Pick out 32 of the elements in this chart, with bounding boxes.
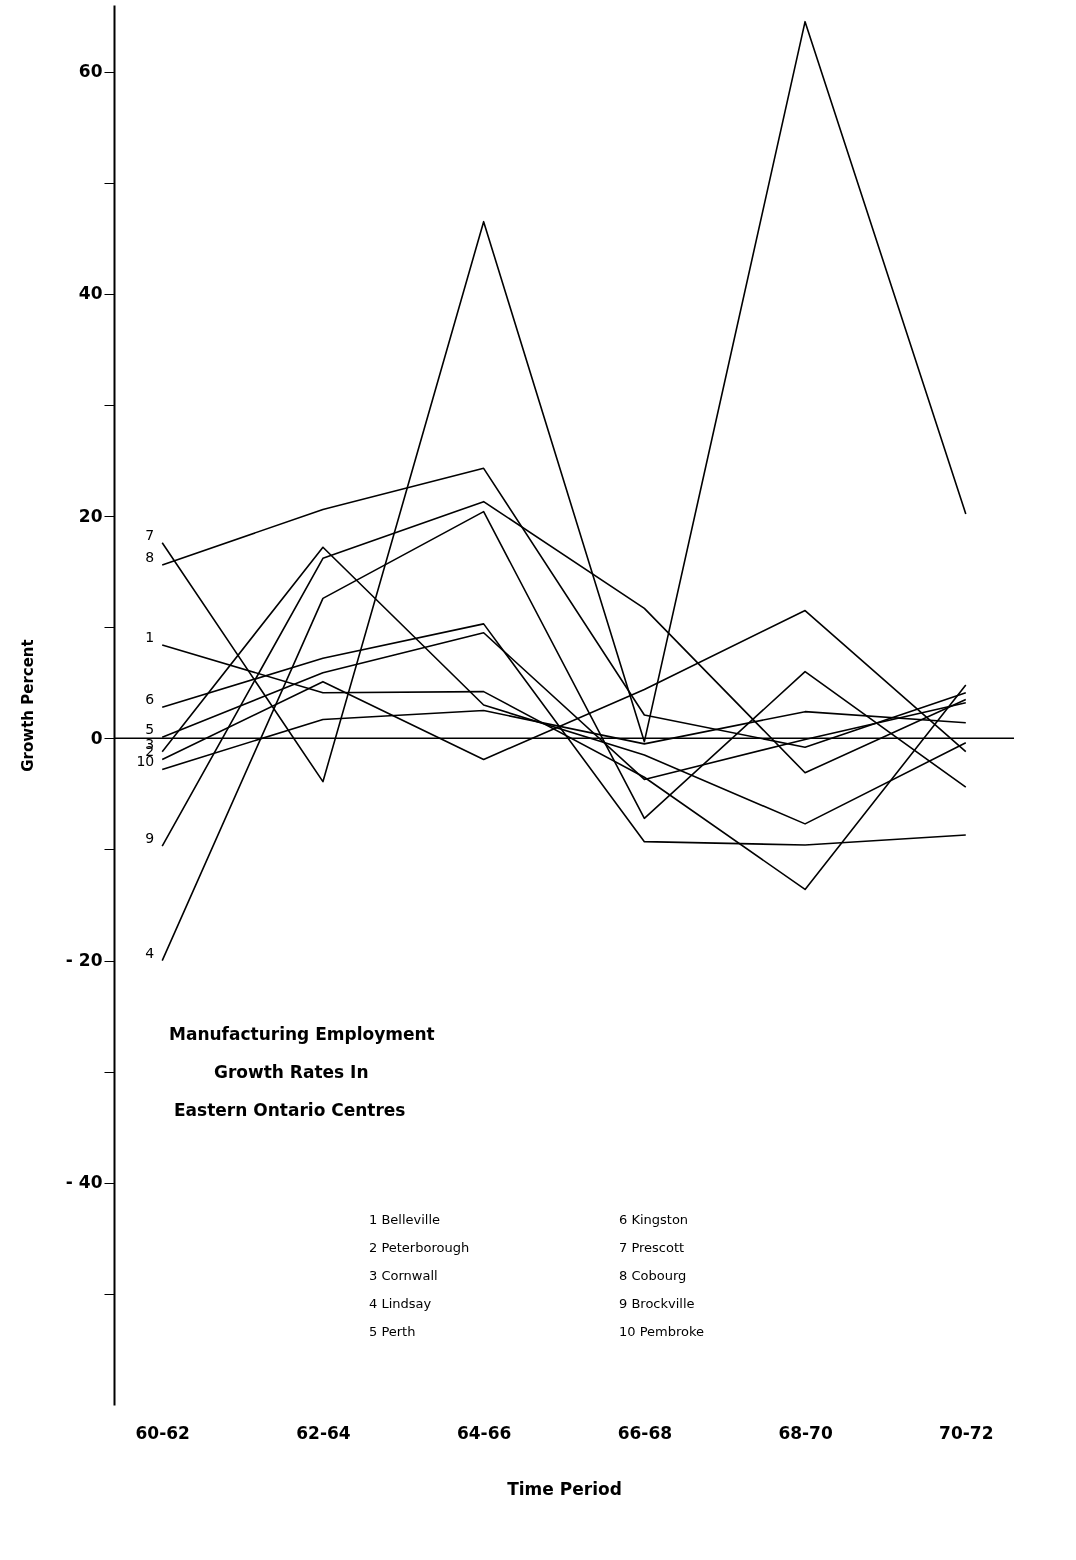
annotation: 2 Peterborough [369,1240,470,1255]
x-tick-label: 60-62 [135,1422,190,1443]
y-tick-label: 40 [78,283,103,304]
annotation: 7 Prescott [619,1240,685,1255]
x-tick-label: 64-66 [456,1422,512,1443]
x-tick-label: 70-72 [939,1422,994,1443]
series-label: 7 [145,526,155,543]
y-axis-title: Growth Percent [18,639,37,772]
annotation: 6 Kingston [619,1212,689,1227]
annotation: 1 Belleville [369,1212,441,1227]
series-label: 6 [145,691,155,708]
text: Manufacturing Employment Growth Rates In Eastern Ontario Centres [169,1024,435,1120]
annotation: 8 Cobourg [619,1268,687,1283]
x-axis-title: Time Period [507,1478,622,1499]
annotation: 3 Cornwall [369,1268,438,1283]
y-tick-label: 60 [78,61,103,82]
y-tick-label: - 40 [65,1172,103,1193]
series-label: 4 [145,944,155,961]
annotation: 10 Pembroke [619,1324,705,1339]
x-tick-label: 66-68 [617,1422,673,1443]
x-tick-label: 68-70 [778,1422,833,1443]
series-label: 9 [145,830,155,847]
annotation: 4 Lindsay [369,1296,432,1311]
annotation: 9 Brockville [619,1296,695,1311]
y-tick-label: - 20 [65,950,103,971]
series-label: 8 [145,549,155,565]
annotation: 5 Perth [369,1324,416,1339]
x-tick-label: 62-64 [296,1422,351,1443]
y-tick-label: 0 [90,727,103,748]
series-label: 1 [145,629,155,645]
series-label: 5 [145,721,155,738]
y-tick-label: 20 [78,505,103,526]
